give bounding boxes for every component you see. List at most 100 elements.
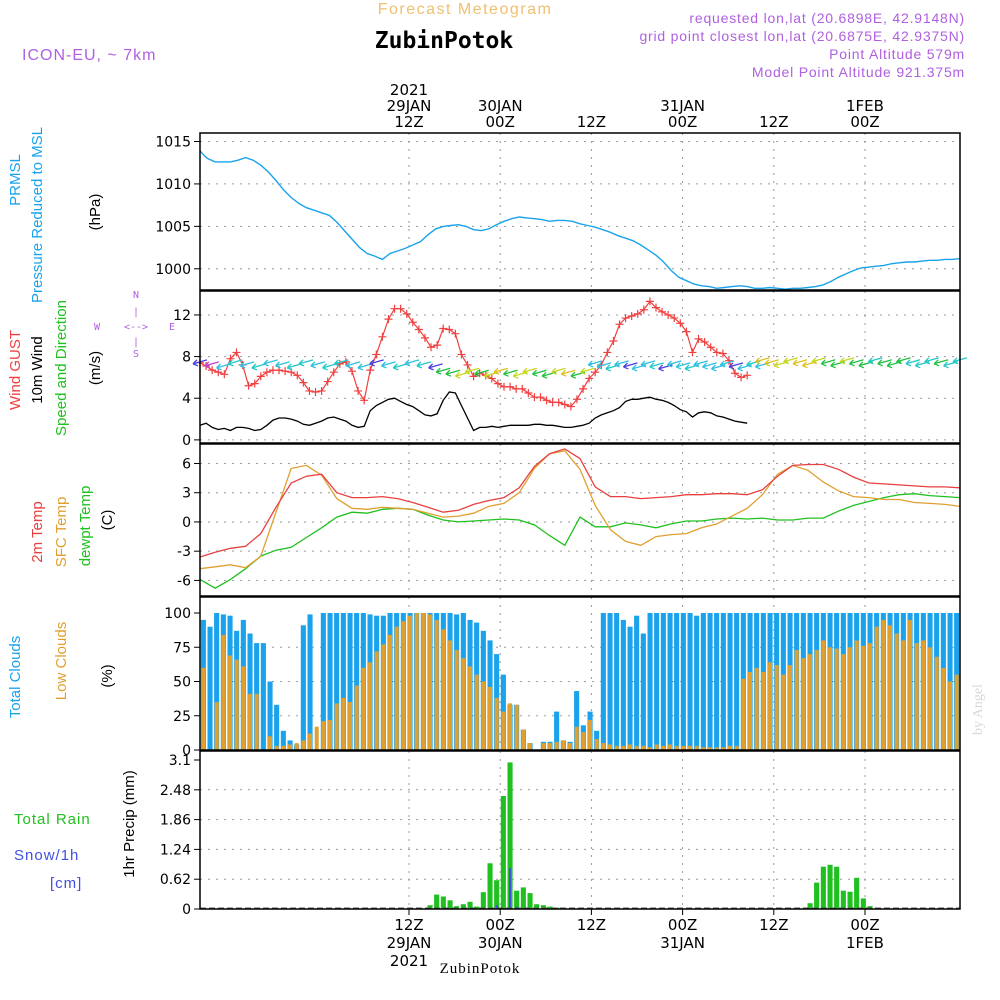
low-cloud-bar-104 (894, 633, 899, 750)
bottom-axis-label-5-1: 1FEB (846, 934, 884, 952)
low-cloud-bar-67 (648, 747, 652, 750)
low-cloud-bar-60 (601, 743, 606, 750)
low-cloud-bar-111 (941, 667, 946, 750)
low-cloud-bar-58 (588, 719, 592, 750)
closest-point-label: grid point closest lon,lat (20.6875E, 42… (639, 28, 965, 44)
total-cloud-bar-9 (260, 643, 266, 750)
gust-marker-19 (311, 387, 320, 396)
low-cloud-bar-101 (874, 626, 879, 750)
wind-frame (199, 290, 961, 444)
gust-marker-56 (536, 393, 545, 402)
low-cloud-bar-102 (881, 619, 886, 750)
requested-point-label: requested lon,lat (20.6898E, 42.9148N) (689, 10, 965, 26)
low-cloud-bar-38 (454, 650, 459, 750)
wind-arrow-69 (867, 357, 883, 365)
low-cloud-bar-92 (814, 650, 819, 750)
low-cloud-bar-100 (868, 643, 872, 750)
sfc-temp-line (199, 450, 961, 570)
rain-bar-43 (487, 863, 493, 909)
low-cloud-bar-68 (654, 744, 659, 750)
gust-marker-85 (712, 348, 721, 357)
clouds-panel: 0 25 50 75 100 Total Clouds Low Clouds (%) (7, 596, 961, 759)
model-label: ICON-EU, ~ 7km (22, 47, 156, 64)
gust-marker-49 (493, 379, 502, 388)
wind-arrow-11 (322, 363, 337, 371)
low-cloud-bar-36 (441, 629, 446, 750)
precip-ytick-label-4: 2.48 (160, 783, 191, 799)
wind-arrow-20 (428, 363, 443, 371)
total-cloud-bar-77 (714, 613, 720, 750)
rain-bar-48 (520, 887, 526, 909)
precip-label-1: Snow/1h (14, 847, 79, 864)
clouds-unit-label: (%) (99, 664, 116, 687)
total-cloud-bar-67 (647, 613, 653, 750)
top-axis-label-2-0: 12Z (577, 113, 606, 131)
wind-arrow-56 (754, 362, 770, 370)
clouds-ytick-label-1: 25 (173, 709, 191, 725)
total-cloud-bar-64 (627, 626, 633, 750)
rain-bar-91 (807, 903, 813, 909)
gust-marker-18 (305, 386, 314, 395)
gust-marker-17 (299, 378, 308, 387)
wind-arrow-28 (503, 369, 518, 377)
clouds-ytick-label-0: 0 (182, 743, 191, 759)
low-cloud-bar-21 (341, 697, 346, 750)
low-cloud-bar-43 (488, 687, 492, 750)
clouds-ytick-label-4: 100 (164, 606, 191, 622)
low-cloud-bar-62 (614, 745, 619, 750)
low-cloud-bar-59 (594, 739, 599, 750)
wind-ytick-label-1: 4 (182, 391, 191, 407)
pressure-ytick-label-2: 1010 (155, 177, 191, 193)
low-cloud-bar-88 (788, 665, 792, 750)
low-cloud-bar-53 (554, 741, 559, 750)
wind-arrow-72 (896, 357, 911, 365)
pressure-ytick-label-0: 1000 (155, 262, 191, 278)
precip-label-0: Total Rain (14, 811, 91, 828)
low-cloud-bar-65 (634, 745, 639, 750)
bottom-axis-label-4-0: 12Z (759, 916, 788, 934)
low-cloud-bar-83 (754, 667, 759, 750)
gust-marker-88 (731, 369, 740, 378)
bottom-axis-label-0-0: 12Z (394, 916, 423, 934)
total-cloud-bar-72 (680, 613, 686, 750)
rain-bar-96 (840, 890, 846, 909)
gust-marker-41 (445, 325, 454, 334)
gust-marker-72 (633, 309, 642, 318)
low-cloud-bar-28 (388, 634, 392, 750)
low-cloud-bar-26 (374, 651, 379, 750)
gust-marker-4 (220, 370, 229, 379)
total-cloud-bar-68 (654, 613, 660, 750)
snow-bar-46 (509, 868, 511, 909)
gust-marker-23 (335, 359, 344, 368)
total-cloud-bar-56 (574, 691, 580, 750)
low-cloud-bar-98 (854, 640, 859, 750)
low-cloud-bar-25 (368, 662, 372, 750)
temp2m-line (199, 448, 961, 558)
wind-ytick-label-3: 12 (173, 308, 191, 324)
total-cloud-bar-53 (554, 711, 560, 750)
wind-arrow-46 (666, 360, 682, 368)
rain-bar-42 (480, 892, 486, 909)
gust-marker-67 (603, 348, 612, 357)
total-cloud-bar-18 (320, 613, 326, 750)
rain-bar-44 (494, 880, 500, 909)
meteogram-title: Forecast Meteogram (378, 1, 553, 18)
total-cloud-bar-7 (247, 633, 253, 750)
gust-marker-37 (420, 333, 429, 342)
wind-arrow-9 (298, 359, 314, 367)
total-cloud-bar-63 (620, 619, 626, 750)
total-cloud-bar-73 (687, 613, 693, 750)
rain-bar-46 (507, 762, 513, 909)
temp-unit-label: (C) (99, 510, 116, 531)
low-cloud-bar-74 (694, 745, 699, 750)
wind-arrow-37 (587, 360, 603, 368)
gust-marker-14 (281, 367, 290, 376)
gust-marker-80 (682, 327, 691, 336)
wind-arrow-43 (640, 360, 656, 368)
low-cloud-bar-112 (948, 681, 952, 750)
low-cloud-bar-19 (328, 719, 332, 750)
low-cloud-bar-20 (334, 703, 339, 750)
wind-arrow-27 (493, 367, 509, 375)
